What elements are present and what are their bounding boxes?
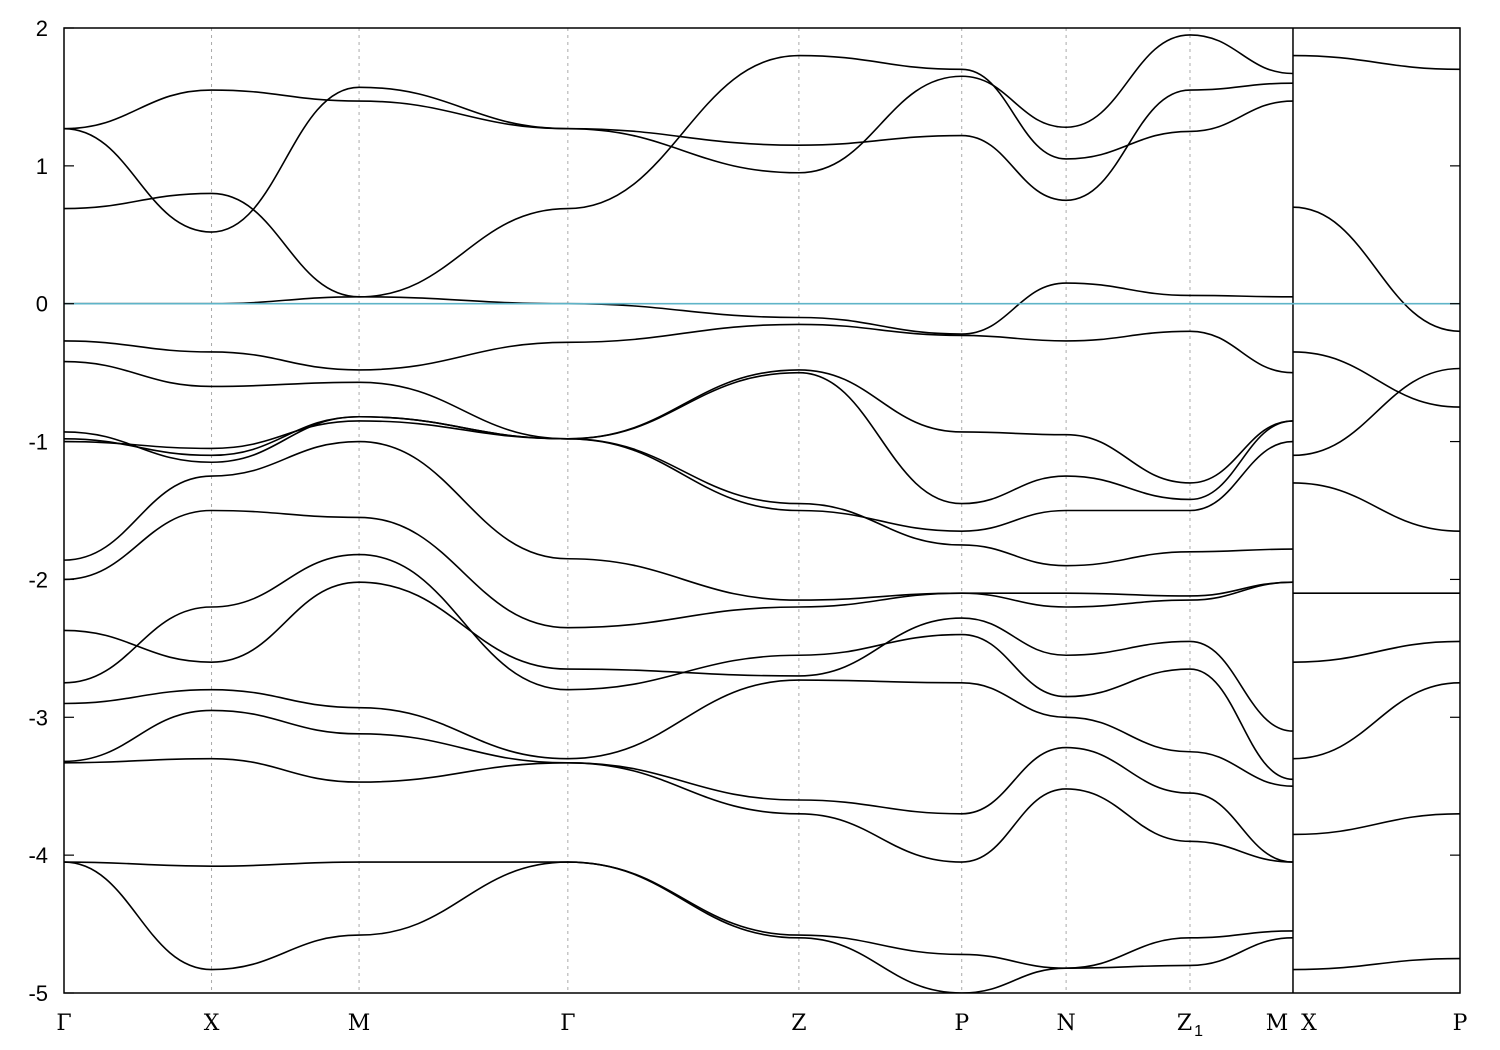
band-line-13 [64, 861, 1293, 969]
band-line-16 [64, 82, 1293, 233]
band-line-6 [64, 440, 1293, 601]
y-tick-label: -3 [28, 705, 48, 730]
band-line-10 [64, 679, 1293, 788]
y-tick-label: -1 [28, 430, 48, 455]
band-line-1 [64, 369, 1293, 484]
band-line-26 [1292, 682, 1460, 760]
band-line-18 [64, 282, 1293, 335]
kpoint-label: X [1301, 1011, 1317, 1036]
kpoint-label: Γ [56, 1011, 71, 1036]
band-line-9 [64, 553, 1293, 781]
kpoint-label: M [1266, 1011, 1289, 1036]
band-line-3 [64, 420, 1293, 532]
band-line-5 [64, 360, 1293, 567]
y-axis-ticks: -5 -4 -3 -2 -1 0 1 2 [28, 16, 1460, 1006]
kpoint-label: M [348, 1011, 371, 1036]
band-line-22 [1292, 367, 1460, 457]
y-tick-label: 2 [36, 16, 48, 41]
band-line-23 [1292, 482, 1460, 532]
band-line-25 [1292, 640, 1460, 663]
kpoint-label: P [954, 1011, 969, 1036]
grid-lines [211, 28, 1294, 993]
kpoint-label: N [1056, 1011, 1075, 1036]
band-line-20 [1292, 206, 1460, 333]
band-line-21 [1292, 351, 1460, 408]
kpoint-label: Γ [560, 1011, 575, 1036]
plot-frame [63, 27, 1461, 994]
band-line-11 [64, 709, 1293, 863]
band-line-28 [1292, 957, 1460, 971]
band-line-17 [64, 34, 1293, 174]
band-line-8 [64, 581, 1293, 732]
kpoint-label: P [1453, 1011, 1468, 1036]
y-tick-label: 1 [36, 154, 48, 179]
band-line-12 [64, 757, 1293, 863]
band-line-7 [64, 509, 1293, 629]
band-line-4 [64, 323, 1293, 374]
kpoint-label: Z [791, 1011, 806, 1036]
kpoint-label: X [204, 1011, 220, 1036]
y-tick-label: -5 [28, 981, 48, 1006]
y-tick-label: 0 [36, 292, 48, 317]
band-line-2 [64, 371, 1293, 505]
band-line-19 [1292, 54, 1460, 71]
band-line-15 [64, 54, 1293, 298]
band-curves [64, 34, 1460, 993]
band-line-14 [64, 861, 1293, 993]
y-tick-label: -4 [28, 843, 48, 868]
band-line-27 [1292, 812, 1460, 836]
y-tick-label: -2 [28, 567, 48, 592]
